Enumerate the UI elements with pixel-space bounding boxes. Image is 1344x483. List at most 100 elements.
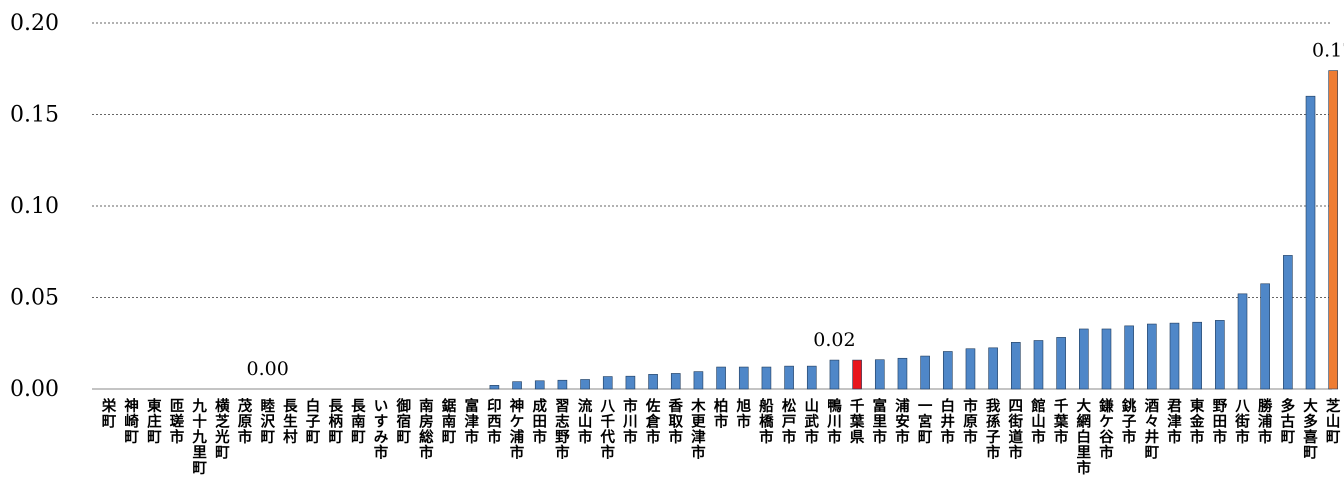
bar xyxy=(580,379,590,390)
bar xyxy=(874,359,885,390)
x-tick-label: 神崎町 xyxy=(124,397,139,446)
bar xyxy=(1101,328,1112,390)
bar xyxy=(738,366,749,390)
bar xyxy=(806,365,817,390)
bar xyxy=(1192,321,1202,390)
x-tick-label: 佐倉市 xyxy=(645,397,661,446)
x-tick-label: 御宿町 xyxy=(395,397,411,446)
y-tick-label: 0.05 xyxy=(10,286,59,311)
bar xyxy=(988,347,998,390)
x-tick-label: 東庄町 xyxy=(147,397,162,446)
x-tick-label: 白井市 xyxy=(941,397,956,446)
bar xyxy=(1056,337,1066,390)
x-tick-label: 東金市 xyxy=(1189,397,1205,446)
y-tick-label: 0.10 xyxy=(10,194,59,219)
x-tick-label: 一宮町 xyxy=(918,399,933,446)
bar xyxy=(852,359,862,390)
bar xyxy=(897,357,908,390)
x-tick-label: 芝山町 xyxy=(1326,397,1341,446)
data-label: 0.00 xyxy=(247,358,289,380)
bar xyxy=(942,351,953,390)
x-tick-label: 千葉市 xyxy=(1053,398,1069,446)
x-tick-label: 木更津市 xyxy=(690,397,706,462)
bar xyxy=(1124,325,1134,390)
data-labels: 0.00 0.02 0.17 xyxy=(247,40,1344,380)
y-tick-label: 0.20 xyxy=(10,11,59,36)
x-tick-label: 睦沢町 xyxy=(260,397,275,446)
x-tick-label: 我孫子市 xyxy=(986,398,1001,462)
x-tick-label: 茂原市 xyxy=(238,397,253,446)
x-tick-label: 南房総市 xyxy=(419,397,434,462)
bar xyxy=(534,380,545,390)
bar xyxy=(602,376,613,390)
bar xyxy=(716,366,726,390)
x-tick-label: 市川市 xyxy=(622,397,638,446)
bar xyxy=(1283,255,1293,390)
x-tick-label: 香取市 xyxy=(669,397,684,446)
x-tick-label: 習志野市 xyxy=(555,398,570,462)
y-tick-label: 0.15 xyxy=(10,103,59,128)
x-tick-label: 館山市 xyxy=(1031,397,1046,446)
x-tick-label: 栄町 xyxy=(101,397,117,431)
bar xyxy=(648,374,658,390)
y-axis-ticks: 0.00 0.05 0.10 0.15 0.20 xyxy=(10,11,59,402)
bar xyxy=(1033,340,1044,390)
gridlines xyxy=(92,22,1332,390)
bar xyxy=(1169,322,1180,390)
bar xyxy=(1260,283,1270,390)
bar xyxy=(1305,95,1316,390)
x-tick-label: 四街道市 xyxy=(1008,399,1024,462)
bar xyxy=(965,348,976,390)
x-tick-label: 酒々井町 xyxy=(1145,398,1160,462)
x-tick-label: 八街市 xyxy=(1234,399,1250,446)
x-axis-labels: 栄町神崎町東庄町匝瑳市九十九里町横芝光町茂原市睦沢町長生村白子町長柄町長南町いす… xyxy=(101,397,1341,477)
y-tick-label: 0.00 xyxy=(10,377,59,402)
x-tick-label: 千葉県 xyxy=(849,398,865,446)
data-label: 0.02 xyxy=(813,329,855,351)
x-tick-label: 船橋市 xyxy=(759,397,774,446)
bar xyxy=(784,365,794,390)
x-tick-label: 成田市 xyxy=(532,397,547,446)
bar xyxy=(1147,323,1157,390)
x-tick-label: 勝浦市 xyxy=(1258,397,1273,446)
x-tick-label: 松戸市 xyxy=(782,397,797,446)
bar xyxy=(625,375,636,390)
bar xyxy=(489,385,500,390)
data-label: 0.17 xyxy=(1312,40,1344,62)
bar xyxy=(1237,293,1248,390)
x-tick-label: 印西市 xyxy=(487,397,502,446)
x-tick-label: 君津市 xyxy=(1167,398,1182,446)
x-tick-label: いすみ市 xyxy=(374,399,389,462)
x-tick-label: 鴨川市 xyxy=(826,397,842,446)
bar xyxy=(670,373,681,390)
x-tick-label: 銚子市 xyxy=(1122,397,1137,446)
x-tick-label: 野田市 xyxy=(1213,398,1228,446)
bar xyxy=(1328,70,1338,390)
bar xyxy=(761,366,772,390)
x-tick-label: 長生村 xyxy=(283,398,298,446)
x-tick-label: 匝瑳市 xyxy=(170,398,185,446)
x-tick-label: 白子町 xyxy=(306,397,321,446)
x-tick-label: 旭市 xyxy=(736,397,752,431)
bar xyxy=(829,359,840,390)
x-tick-label: 山武市 xyxy=(805,398,820,446)
x-tick-label: 市原市 xyxy=(963,397,978,446)
x-tick-label: 富津市 xyxy=(464,397,479,446)
x-tick-label: 多古町 xyxy=(1281,397,1296,446)
x-tick-label: 富里市 xyxy=(873,397,888,446)
bar xyxy=(1010,342,1021,390)
x-tick-label: 神ケ浦市 xyxy=(510,397,525,462)
x-tick-label: 八千代市 xyxy=(599,399,615,462)
bar xyxy=(1079,328,1089,390)
x-tick-label: 長南町 xyxy=(351,398,366,446)
x-tick-label: 浦安市 xyxy=(895,397,910,446)
x-tick-label: 柏市 xyxy=(714,397,729,431)
x-tick-label: 九十九里町 xyxy=(191,397,207,477)
bar xyxy=(920,355,930,390)
x-tick-label: 長柄町 xyxy=(328,398,343,446)
x-tick-label: 流山市 xyxy=(578,397,593,446)
bars xyxy=(489,70,1338,390)
bar xyxy=(512,381,522,390)
bar xyxy=(693,371,704,390)
